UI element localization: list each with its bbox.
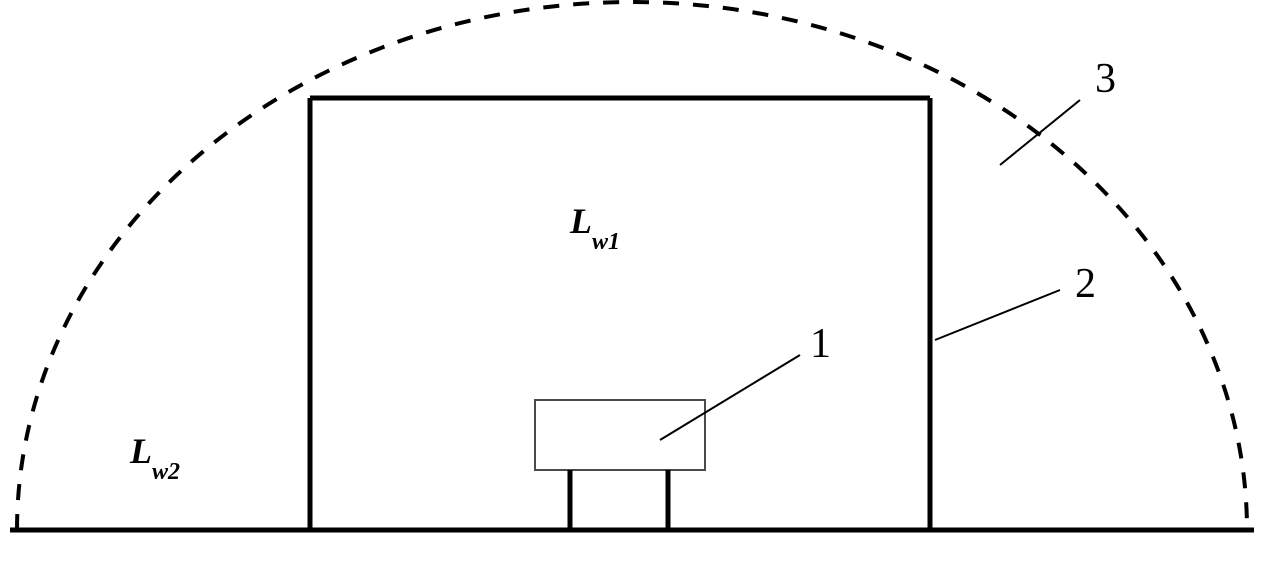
label-Lw2: Lw2 [130, 430, 180, 478]
ref-label-3: 3 [1095, 55, 1116, 103]
leader-to-1 [660, 355, 800, 440]
leader-to-2 [935, 290, 1060, 340]
outer-arc [17, 2, 1247, 530]
diagram-container: Lw1 Lw2 1 2 3 [0, 0, 1264, 572]
label-Lw2-sub: w2 [152, 459, 180, 485]
label-Lw1-sub: w1 [592, 229, 620, 255]
ref-label-2: 2 [1075, 260, 1096, 308]
leader-to-3 [1000, 100, 1080, 165]
ref-label-1: 1 [810, 320, 831, 368]
label-Lw1-main: L [570, 201, 592, 241]
equipment-box [535, 400, 705, 470]
label-Lw2-main: L [130, 431, 152, 471]
label-Lw1: Lw1 [570, 200, 620, 248]
